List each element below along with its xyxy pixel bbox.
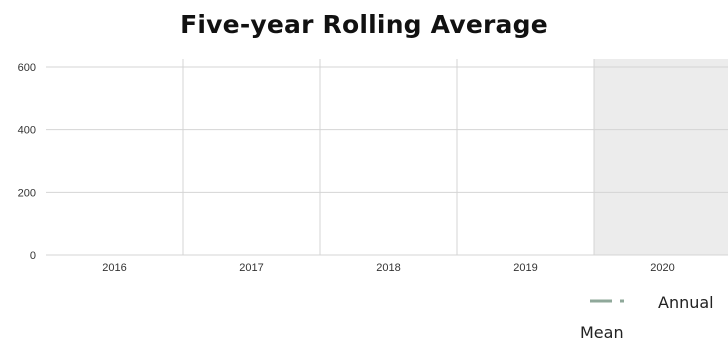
y-tick-label: 600 xyxy=(18,62,36,74)
legend-label: Annual Mean xyxy=(580,288,728,348)
x-tick-label: 2018 xyxy=(376,262,400,274)
y-tick-label: 200 xyxy=(18,187,36,199)
y-tick-layer: 0 200 400 600 xyxy=(18,62,36,262)
x-tick-label: 2017 xyxy=(239,262,263,274)
x-tick-label: 2019 xyxy=(513,262,537,274)
y-tick-label: 400 xyxy=(18,125,36,137)
y-tick-label: 0 xyxy=(30,250,36,262)
shaded-region-2020 xyxy=(594,59,728,255)
shaded-region-layer xyxy=(594,59,728,255)
legend: Annual Mean xyxy=(580,288,728,338)
x-tick-label: 2016 xyxy=(102,262,126,274)
x-tick-label: 2020 xyxy=(650,262,674,274)
x-tick-layer: 2016 2017 2018 2019 2020 xyxy=(102,262,674,274)
